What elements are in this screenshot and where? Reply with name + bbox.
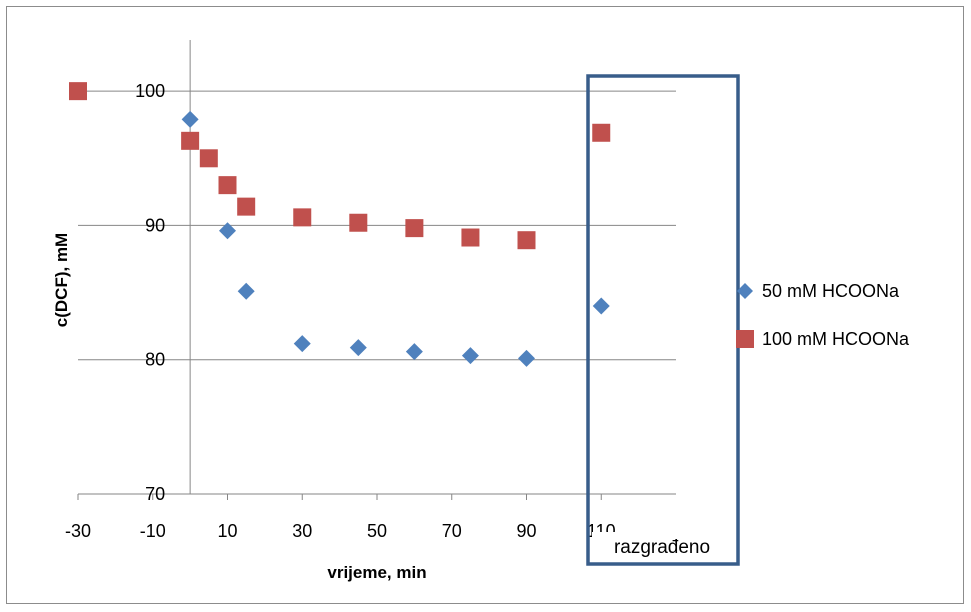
point-s2-1 [181,131,200,150]
point-s1-7 [518,349,535,367]
data-points [69,82,611,367]
point-s2-10 [592,123,611,142]
point-s1-1 [219,222,236,240]
y-tick-label-100: 100 [135,81,165,101]
x-axis-title: vrijeme, min [327,563,426,582]
legend-marker-square [736,330,754,348]
point-s2-0 [69,82,87,101]
x-tick-label--10: -10 [140,521,166,541]
x-tick-label-90: 90 [516,521,536,541]
y-axis-title: c(DCF), mM [52,233,71,327]
point-s2-9 [517,231,536,250]
legend-marker-diamond [737,283,753,299]
grid-lines [78,90,676,361]
point-s1-8 [592,297,610,315]
x-tick-label-70: 70 [442,521,462,541]
point-s2-5 [293,208,312,227]
legend-label-100mm: 100 mM HCOONa [762,329,910,349]
point-s2-3 [218,176,237,195]
x-tick-label-30: 30 [292,521,312,541]
legend-item-1: 50 mM HCOONa [737,281,900,301]
y-tick-label-80: 80 [145,350,165,370]
point-s1-2 [237,282,255,300]
point-s2-4 [237,197,256,216]
x-tick-label-50: 50 [367,521,387,541]
point-s1-6 [461,347,479,365]
legend-label-50mm: 50 mM HCOONa [762,281,900,301]
annotation-rectangle [586,74,740,566]
point-s1-4 [349,339,367,357]
point-s1-5 [405,343,423,361]
point-s2-7 [405,219,424,238]
point-s2-6 [349,213,368,232]
point-s2-8 [461,228,480,247]
annotation-box: razgrađeno [586,74,740,566]
legend-item-2: 100 mM HCOONa [736,329,910,349]
annotation-label-background [592,532,734,560]
point-s1-0 [181,110,199,128]
y-tick-label-70: 70 [145,484,165,504]
legend: 50 mM HCOONa 100 mM HCOONa [736,281,910,349]
chart-frame [6,6,964,604]
annotation-label: razgrađeno [614,537,710,558]
point-s2-2 [199,149,218,168]
x-tick-label--30: -30 [65,521,91,541]
y-tick-label-90: 90 [145,215,165,235]
point-s1-3 [293,335,311,353]
x-tick-label-10: 10 [217,521,237,541]
